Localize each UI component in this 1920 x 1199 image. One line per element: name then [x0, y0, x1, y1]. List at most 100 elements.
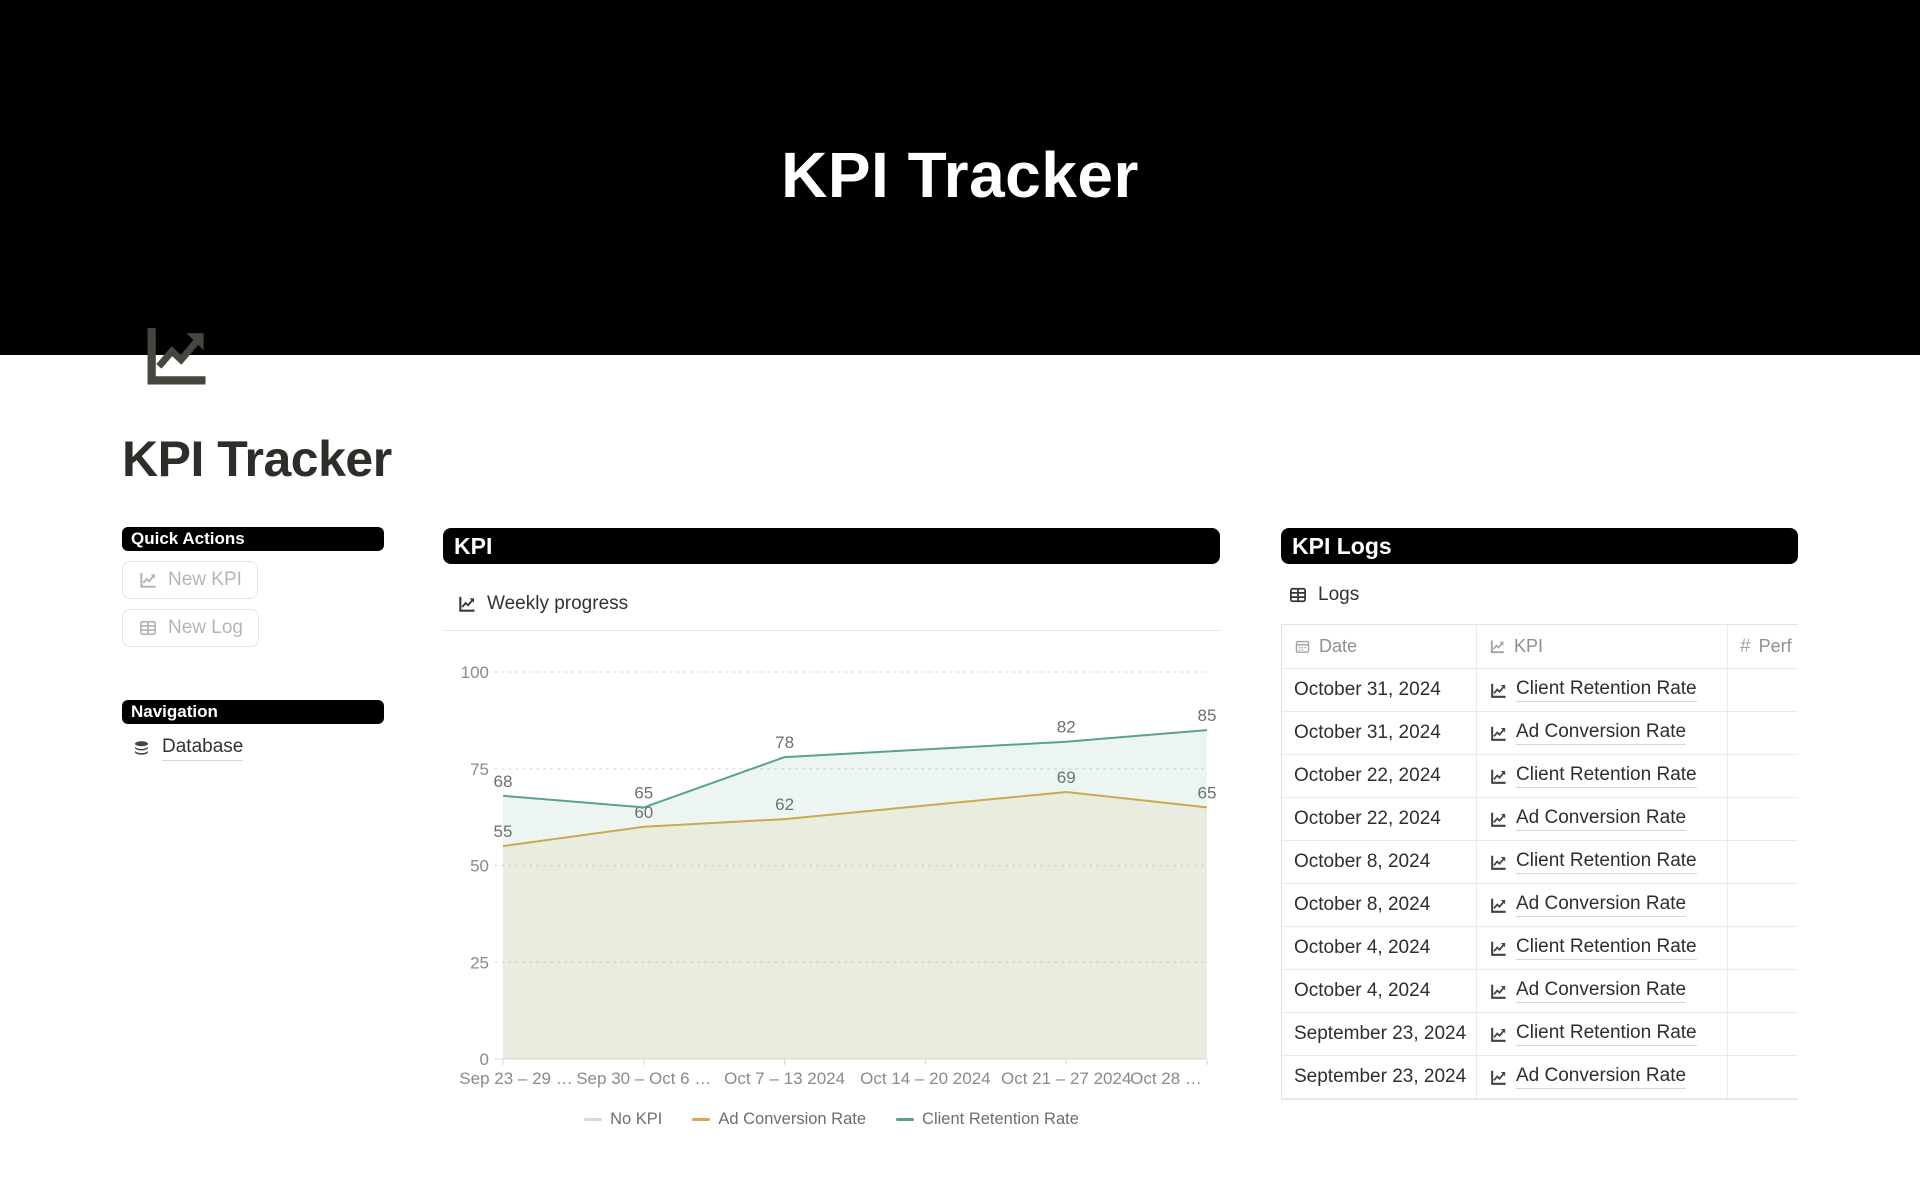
table-row[interactable]: October 22, 2024 Ad Conversion Rate — [1282, 798, 1798, 841]
table-row[interactable]: October 8, 2024 Client Retention Rate — [1282, 841, 1798, 884]
kpi-link[interactable]: Ad Conversion Rate — [1516, 1065, 1687, 1089]
svg-text:Oct 14 – 20 2024: Oct 14 – 20 2024 — [860, 1069, 990, 1088]
svg-text:100: 100 — [461, 663, 489, 682]
trend-icon — [1489, 724, 1508, 743]
kpi-link[interactable]: Client Retention Rate — [1516, 678, 1697, 702]
logs-title-label: Logs — [1318, 584, 1360, 605]
table-row[interactable]: September 23, 2024 Ad Conversion Rate — [1282, 1056, 1798, 1099]
cover-title: KPI Tracker — [781, 139, 1139, 211]
kpi-cell[interactable]: Ad Conversion Rate — [1477, 798, 1728, 840]
new-log-label: New Log — [168, 617, 243, 638]
page-title[interactable]: KPI Tracker — [122, 431, 392, 487]
date-cell[interactable]: October 31, 2024 — [1282, 712, 1477, 754]
perf-cell[interactable] — [1728, 1013, 1798, 1055]
date-cell[interactable]: September 23, 2024 — [1282, 1056, 1477, 1098]
kpi-cell[interactable]: Client Retention Rate — [1477, 1013, 1728, 1055]
kpi-link[interactable]: Ad Conversion Rate — [1516, 979, 1687, 1003]
date-cell[interactable]: October 22, 2024 — [1282, 755, 1477, 797]
trend-icon — [1489, 1025, 1508, 1044]
new-kpi-button[interactable]: New KPI — [122, 561, 258, 599]
kpi-link[interactable]: Client Retention Rate — [1516, 764, 1697, 788]
svg-text:Oct 21 – 27 2024: Oct 21 – 27 2024 — [1001, 1069, 1131, 1088]
svg-text:69: 69 — [1057, 768, 1076, 787]
table-row[interactable]: October 31, 2024 Client Retention Rate — [1282, 669, 1798, 712]
column-header-kpi[interactable]: KPI — [1477, 625, 1728, 668]
svg-text:50: 50 — [470, 857, 489, 876]
logs-table-title: Logs — [1288, 584, 1359, 606]
svg-text:25: 25 — [470, 953, 489, 972]
database-icon — [132, 739, 151, 758]
svg-text:Sep 30 – Oct 6 …: Sep 30 – Oct 6 … — [576, 1069, 711, 1088]
table-row[interactable]: September 23, 2024 Client Retention Rate — [1282, 1013, 1798, 1056]
table-row[interactable]: October 4, 2024 Client Retention Rate — [1282, 927, 1798, 970]
trend-icon — [1489, 810, 1508, 829]
trend-icon — [1489, 853, 1508, 872]
trend-icon — [457, 594, 477, 614]
svg-text:65: 65 — [1198, 783, 1217, 802]
column-header-perf[interactable]: # Perf — [1740, 635, 1792, 657]
trend-icon — [138, 570, 158, 590]
table-row[interactable]: October 8, 2024 Ad Conversion Rate — [1282, 884, 1798, 927]
legend-item: Client Retention Rate — [896, 1110, 1079, 1129]
table-row[interactable]: October 4, 2024 Ad Conversion Rate — [1282, 970, 1798, 1013]
date-cell[interactable]: October 4, 2024 — [1282, 970, 1477, 1012]
sidebar-item-database[interactable]: Database — [132, 736, 244, 761]
perf-cell[interactable] — [1728, 755, 1798, 797]
date-cell[interactable]: September 23, 2024 — [1282, 1013, 1477, 1055]
date-cell[interactable]: October 8, 2024 — [1282, 841, 1477, 883]
chart-widget-title: Weekly progress — [487, 593, 629, 614]
new-log-button[interactable]: New Log — [122, 609, 259, 647]
perf-cell[interactable] — [1728, 927, 1798, 969]
date-cell[interactable]: October 22, 2024 — [1282, 798, 1477, 840]
perf-cell[interactable] — [1728, 798, 1798, 840]
kpi-cell[interactable]: Ad Conversion Rate — [1477, 884, 1728, 926]
perf-cell[interactable] — [1728, 884, 1798, 926]
svg-text:Sep 23 – 29 …: Sep 23 – 29 … — [459, 1069, 572, 1088]
kpi-link[interactable]: Ad Conversion Rate — [1516, 721, 1687, 745]
navigation-header: Navigation — [122, 700, 384, 724]
kpi-cell[interactable]: Ad Conversion Rate — [1477, 970, 1728, 1012]
kpi-logs-section-header: KPI Logs — [1281, 528, 1798, 564]
database-label: Database — [162, 736, 244, 761]
perf-cell[interactable] — [1728, 1056, 1798, 1098]
perf-cell[interactable] — [1728, 970, 1798, 1012]
date-cell[interactable]: October 8, 2024 — [1282, 884, 1477, 926]
kpi-cell[interactable]: Client Retention Rate — [1477, 927, 1728, 969]
kpi-cell[interactable]: Client Retention Rate — [1477, 841, 1728, 883]
kpi-link[interactable]: Client Retention Rate — [1516, 850, 1697, 874]
trend-icon — [1489, 982, 1508, 1001]
perf-cell[interactable] — [1728, 712, 1798, 754]
table-row[interactable]: October 22, 2024 Client Retention Rate — [1282, 755, 1798, 798]
calendar-icon — [1294, 638, 1311, 655]
date-cell[interactable]: October 31, 2024 — [1282, 669, 1477, 711]
trend-icon — [1489, 767, 1508, 786]
kpi-link[interactable]: Client Retention Rate — [1516, 936, 1697, 960]
logs-table[interactable]: Date KPI # Perf October 31, 2024 Client R… — [1281, 624, 1798, 1100]
kpi-link[interactable]: Client Retention Rate — [1516, 1022, 1697, 1046]
kpi-link[interactable]: Ad Conversion Rate — [1516, 807, 1687, 831]
kpi-cell[interactable]: Ad Conversion Rate — [1477, 712, 1728, 754]
kpi-cell[interactable]: Client Retention Rate — [1477, 755, 1728, 797]
perf-cell[interactable] — [1728, 841, 1798, 883]
svg-text:55: 55 — [494, 822, 513, 841]
chart-increasing-icon[interactable] — [139, 317, 215, 393]
svg-text:62: 62 — [775, 795, 794, 814]
date-cell[interactable]: October 4, 2024 — [1282, 927, 1477, 969]
weekly-progress-chart: 0 25 50 75 100 Sep 23 – 29 … Sep 30 – Oct 6 … O… — [459, 663, 1217, 1088]
page-cover: KPI Tracker — [0, 0, 1920, 355]
kpi-link[interactable]: Ad Conversion Rate — [1516, 893, 1687, 917]
kpi-cell[interactable]: Ad Conversion Rate — [1477, 1056, 1728, 1098]
column-header-date[interactable]: Date — [1282, 625, 1477, 668]
kpi-cell[interactable]: Client Retention Rate — [1477, 669, 1728, 711]
trend-icon — [1489, 681, 1508, 700]
table-row[interactable]: October 31, 2024 Ad Conversion Rate — [1282, 712, 1798, 755]
svg-text:78: 78 — [775, 733, 794, 752]
table-icon — [1288, 585, 1308, 605]
legend-item: No KPI — [584, 1110, 662, 1129]
svg-text:Oct 28 …: Oct 28 … — [1130, 1069, 1202, 1088]
svg-text:Oct 7 – 13 2024: Oct 7 – 13 2024 — [724, 1069, 845, 1088]
perf-cell[interactable] — [1728, 669, 1798, 711]
legend-item: Ad Conversion Rate — [692, 1110, 866, 1129]
table-header-row: Date KPI # Perf — [1282, 625, 1798, 669]
